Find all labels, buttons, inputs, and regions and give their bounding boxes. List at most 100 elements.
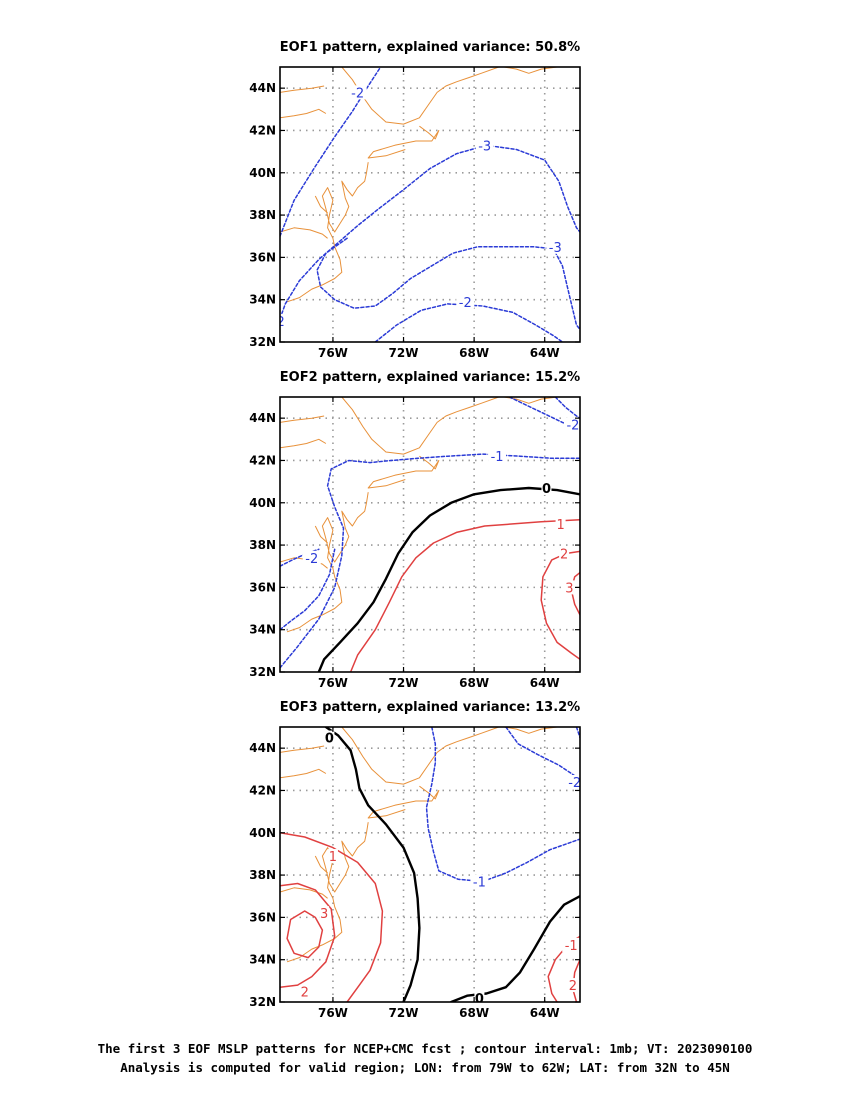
- eof2-frame: [279, 396, 581, 673]
- contour-positive: [280, 882, 336, 988]
- contour-label: 0: [475, 992, 484, 1007]
- coastline: [341, 397, 499, 455]
- x-tick-label: 68W: [459, 346, 489, 360]
- eof3-plot-area: 0 -2 1 -1 3 -1 0 2 2: [280, 727, 581, 1007]
- contour-label: 2: [301, 985, 309, 1000]
- contour-label-bg: [562, 937, 580, 952]
- contour-positive: [280, 832, 384, 1002]
- contour-negative: [554, 397, 580, 419]
- x-tick-label: 64W: [530, 346, 560, 360]
- contour-negative: [425, 727, 580, 883]
- y-tick-label: 32N: [249, 995, 276, 1009]
- coastline: [286, 162, 369, 303]
- contour-label: -2: [566, 419, 579, 434]
- y-tick-label: 34N: [249, 623, 276, 637]
- y-tick-label: 44N: [249, 741, 276, 755]
- coastline: [280, 768, 327, 779]
- coastline: [280, 887, 328, 899]
- contour-label-bg: [299, 984, 310, 999]
- y-tick-label: 44N: [249, 411, 276, 425]
- contour-label-bg: [475, 138, 494, 153]
- contour-negative: [280, 548, 336, 631]
- x-tick-label: 68W: [459, 1006, 489, 1020]
- contour-label-bg: [564, 580, 575, 595]
- x-tick-label: 76W: [318, 676, 348, 690]
- eof1-frame: [279, 66, 581, 343]
- contour-label-bg: [319, 906, 330, 921]
- x-tick-label: 72W: [389, 676, 419, 690]
- contour-zero: [324, 727, 421, 1002]
- contour-negative: [374, 303, 564, 342]
- contour-label-bg: [541, 480, 552, 495]
- contour-label: 3: [565, 581, 573, 596]
- contour-label-bg: [474, 990, 485, 1002]
- eof1-plot-area: -2 -3 -3 -2 -2: [272, 67, 580, 342]
- coastline: [367, 785, 440, 819]
- y-tick-label: 42N: [249, 453, 276, 467]
- y-tick-label: 42N: [249, 123, 276, 137]
- contour-negative: [316, 237, 580, 331]
- contour-label-bg: [488, 449, 507, 464]
- contour-label-bg: [302, 550, 321, 565]
- contour-label: -1: [473, 875, 486, 890]
- contour-label: -2: [459, 296, 472, 311]
- contour-negative: [280, 453, 580, 669]
- coastline: [314, 195, 328, 214]
- x-tick-label: 72W: [389, 346, 419, 360]
- y-tick-label: 36N: [249, 580, 276, 594]
- y-tick-label: 36N: [249, 910, 276, 924]
- contour-label: -3: [549, 241, 562, 256]
- eof1-panel: EOF1 pattern, explained variance: 50.8% -…: [249, 40, 581, 360]
- contour-positive: [286, 910, 324, 959]
- contour-negative: [280, 144, 580, 320]
- eof2-panel: EOF2 pattern, explained variance: 15.2% -…: [249, 370, 581, 690]
- contour-negative: [280, 67, 382, 237]
- y-tick-label: 40N: [249, 166, 276, 180]
- coastline: [280, 745, 325, 753]
- y-tick-label: 38N: [249, 868, 276, 882]
- contour-label-bg: [456, 294, 475, 309]
- coastline: [280, 108, 327, 119]
- eof3-title: EOF3 pattern, explained variance: 13.2%: [280, 700, 580, 715]
- coastline: [280, 85, 325, 93]
- contour-positive: [540, 550, 580, 661]
- contour-negative: [505, 727, 580, 779]
- caption-line-1: The first 3 EOF MSLP patterns for NCEP+C…: [97, 1041, 753, 1056]
- contour-label: -3: [478, 139, 491, 154]
- y-tick-label: 34N: [249, 953, 276, 967]
- x-tick-label: 64W: [530, 1006, 560, 1020]
- y-tick-label: 34N: [249, 293, 276, 307]
- contour-label: 3: [320, 907, 328, 922]
- y-tick-label: 40N: [249, 826, 276, 840]
- eof1-title: EOF1 pattern, explained variance: 50.8%: [280, 40, 580, 55]
- coastline: [367, 125, 440, 159]
- contour-label: 1: [556, 518, 564, 533]
- contour-zero: [317, 486, 580, 672]
- coastline: [280, 227, 328, 239]
- y-tick-label: 42N: [249, 783, 276, 797]
- contour-label: -2: [272, 315, 285, 330]
- contour-label: -2: [568, 776, 581, 791]
- coastline: [286, 822, 369, 963]
- coastline: [286, 492, 369, 633]
- coastline: [341, 727, 499, 785]
- coastline: [314, 525, 328, 544]
- y-tick-label: 44N: [249, 81, 276, 95]
- x-tick-label: 72W: [389, 1006, 419, 1020]
- y-tick-label: 32N: [249, 665, 276, 679]
- x-tick-label: 68W: [459, 676, 489, 690]
- eof2-plot-area: -2 -1 0 1 2 3 -2: [280, 397, 580, 672]
- coastline: [504, 727, 558, 734]
- coastline: [280, 415, 325, 423]
- contour-positive: [349, 518, 580, 672]
- contour-label: -1: [491, 450, 504, 465]
- coastline: [367, 455, 440, 489]
- contour-label: 0: [325, 732, 334, 747]
- contour-label-bg: [565, 775, 580, 789]
- coastline: [280, 438, 327, 449]
- contour-label: 1: [329, 850, 337, 865]
- eof3-frame: [279, 726, 581, 1003]
- y-tick-label: 36N: [249, 250, 276, 264]
- x-tick-label: 76W: [318, 346, 348, 360]
